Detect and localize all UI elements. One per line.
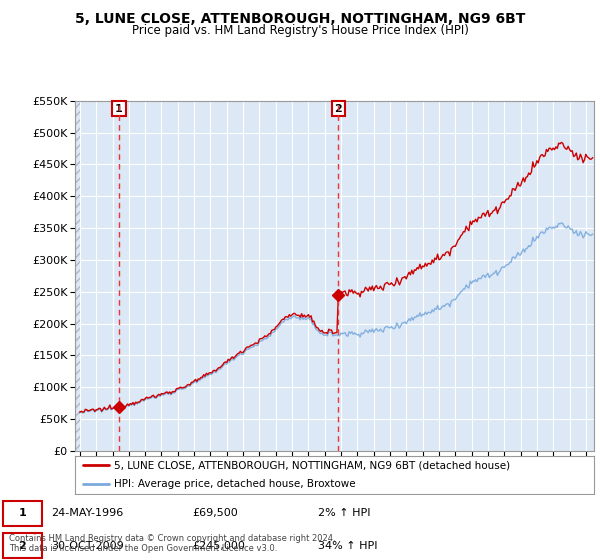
Text: 24-MAY-1996: 24-MAY-1996 xyxy=(51,508,123,518)
Text: 30-OCT-2009: 30-OCT-2009 xyxy=(51,541,124,550)
Text: £69,500: £69,500 xyxy=(192,508,238,518)
Text: 5, LUNE CLOSE, ATTENBOROUGH, NOTTINGHAM, NG9 6BT: 5, LUNE CLOSE, ATTENBOROUGH, NOTTINGHAM,… xyxy=(75,12,525,26)
FancyBboxPatch shape xyxy=(3,533,42,558)
Text: £245,000: £245,000 xyxy=(192,541,245,550)
Text: 2% ↑ HPI: 2% ↑ HPI xyxy=(318,508,371,518)
Text: 1: 1 xyxy=(19,508,26,518)
Text: HPI: Average price, detached house, Broxtowe: HPI: Average price, detached house, Brox… xyxy=(114,479,356,489)
Text: 2: 2 xyxy=(334,104,342,114)
Bar xyxy=(75,101,80,451)
Text: 5, LUNE CLOSE, ATTENBOROUGH, NOTTINGHAM, NG9 6BT (detached house): 5, LUNE CLOSE, ATTENBOROUGH, NOTTINGHAM,… xyxy=(114,460,510,470)
Text: Price paid vs. HM Land Registry's House Price Index (HPI): Price paid vs. HM Land Registry's House … xyxy=(131,24,469,36)
Text: Contains HM Land Registry data © Crown copyright and database right 2024.
This d: Contains HM Land Registry data © Crown c… xyxy=(9,534,335,553)
FancyBboxPatch shape xyxy=(3,501,42,526)
Text: 2: 2 xyxy=(19,541,26,550)
Text: 1: 1 xyxy=(115,104,123,114)
Text: 34% ↑ HPI: 34% ↑ HPI xyxy=(318,541,377,550)
